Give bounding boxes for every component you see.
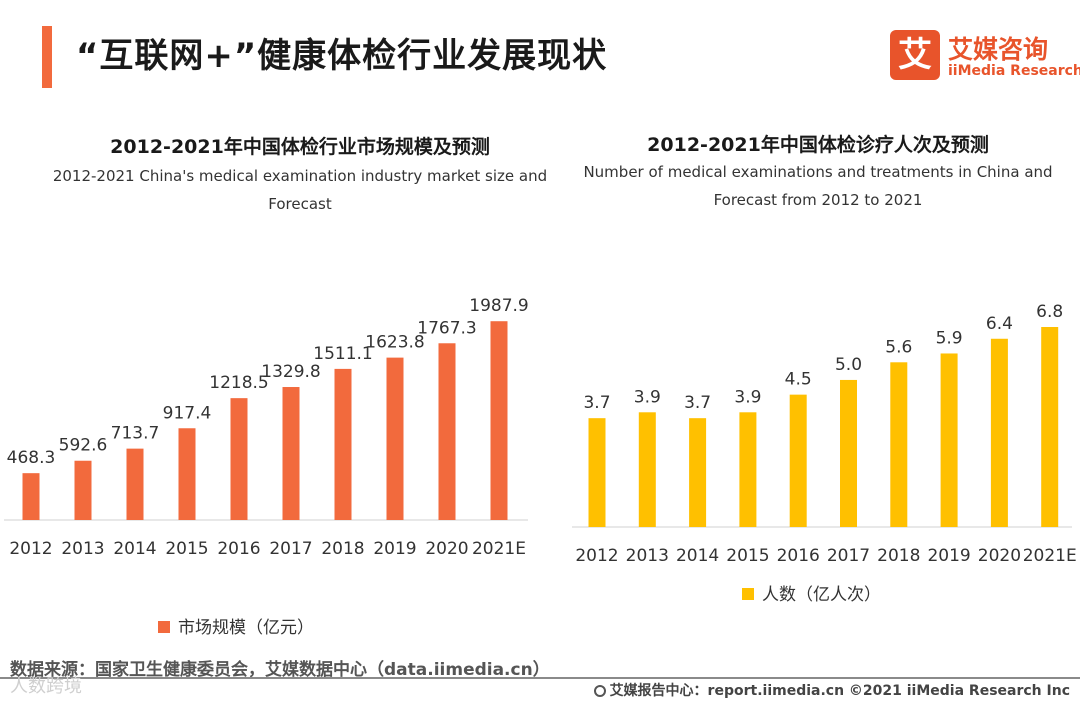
right-legend-label: 人数（亿人次） (762, 585, 881, 605)
bar (74, 460, 92, 520)
data-label: 6.4 (986, 314, 1013, 334)
data-label: 6.8 (1036, 302, 1063, 322)
x-tick-label: 2015 (726, 546, 769, 566)
left-chart-legend: 市场规模（亿元） (158, 613, 314, 638)
data-label: 1987.9 (469, 296, 528, 316)
left-legend-label: 市场规模（亿元） (178, 618, 314, 638)
bar (490, 321, 508, 520)
data-label: 1623.8 (365, 333, 424, 353)
x-tick-label: 2013 (61, 539, 104, 559)
data-label: 3.7 (684, 393, 711, 413)
data-label: 5.6 (885, 337, 912, 357)
brand-logo: 艾 艾媒咨询 iiMedia Research (890, 30, 1080, 82)
data-label: 917.4 (163, 403, 212, 423)
data-label: 3.7 (583, 393, 610, 413)
data-label: 5.9 (936, 328, 963, 348)
right-chart-title: 2012-2021年中国体检诊疗人次及预测 (647, 134, 989, 156)
watermark: 人数跨境 (10, 676, 82, 697)
x-tick-label: 2012 (575, 546, 618, 566)
bar (126, 448, 144, 520)
x-tick-label: 2016 (777, 546, 820, 566)
data-label: 468.3 (7, 448, 56, 468)
x-tick-label: 2019 (927, 546, 970, 566)
bar (890, 362, 908, 527)
data-source-note: 数据来源：国家卫生健康委员会，艾媒数据中心（data.iimedia.cn） (10, 660, 550, 680)
left-chart-subtitle-line-1: 2012-2021 China's medical examination in… (52, 167, 548, 185)
x-tick-label: 2021E (1023, 546, 1077, 566)
bar (940, 353, 958, 527)
left-chart-title: 2012-2021年中国体检行业市场规模及预测 (110, 136, 490, 158)
x-tick-label: 2015 (165, 539, 208, 559)
x-tick-label: 2018 (321, 539, 364, 559)
x-tick-label: 2017 (269, 539, 312, 559)
left-chart-subtitle-line-2: Forecast (268, 195, 332, 213)
right-chart-subtitle: Number of medical examinations and treat… (548, 158, 1080, 214)
footer-credit-text: 艾媒报告中心：report.iimedia.cn ©2021 iiMedia R… (609, 683, 1070, 699)
x-tick-label: 2021E (472, 539, 526, 559)
data-label: 5.0 (835, 355, 862, 375)
bar (840, 379, 857, 527)
bar (990, 338, 1008, 527)
data-label: 1329.8 (261, 362, 320, 382)
bar (178, 428, 196, 520)
x-tick-label: 2020 (425, 539, 468, 559)
x-tick-label: 2020 (978, 546, 1021, 566)
footer-credit: 艾媒报告中心：report.iimedia.cn ©2021 iiMedia R… (593, 680, 1070, 700)
left-legend-swatch (158, 621, 170, 633)
bar (282, 387, 300, 520)
x-tick-label: 2014 (113, 539, 156, 559)
x-tick-label: 2014 (676, 546, 719, 566)
brand-name-cn: 艾媒咨询 (948, 35, 1049, 64)
exam-count-bar-chart: 3.7 2012 3.9 2013 3.7 2014 3.9 2015 4.5 2016 5.0 20… (572, 302, 1077, 566)
title-accent-bar (42, 26, 52, 88)
x-tick-label: 2018 (877, 546, 920, 566)
brand-name-en: iiMedia Research (948, 63, 1080, 79)
data-label: 3.9 (634, 387, 661, 407)
data-label: 592.6 (59, 436, 108, 456)
data-label: 3.9 (734, 387, 761, 407)
data-label: 713.7 (111, 424, 160, 444)
footer-divider (0, 677, 1080, 679)
bar (689, 418, 707, 527)
right-chart-subtitle-line-2: Forecast from 2012 to 2021 (713, 191, 923, 209)
bar (789, 394, 807, 527)
right-chart-legend: 人数（亿人次） (742, 580, 881, 605)
brand-mark-icon: 艾 (890, 30, 940, 80)
market-size-bar-chart: 468.3 2012 592.6 2013 713.7 2014 917.4 2015 1218… (4, 296, 529, 559)
data-label: 1511.1 (313, 344, 372, 364)
data-label: 1767.3 (417, 318, 476, 338)
data-label: 1218.5 (209, 373, 268, 393)
data-label: 4.5 (785, 370, 812, 390)
bar (22, 473, 40, 520)
x-tick-label: 2017 (827, 546, 870, 566)
bar (386, 357, 404, 520)
x-tick-label: 2019 (373, 539, 416, 559)
globe-icon (593, 685, 606, 697)
bar (588, 418, 606, 527)
x-tick-label: 2013 (626, 546, 669, 566)
right-legend-swatch (742, 588, 754, 600)
bar (334, 368, 352, 520)
bar (638, 412, 656, 527)
bar (230, 398, 248, 520)
bar (438, 343, 456, 520)
left-chart-subtitle: 2012-2021 China's medical examination in… (30, 162, 570, 218)
page-title: “互联网+”健康体检行业发展现状 (76, 36, 608, 76)
x-tick-label: 2012 (9, 539, 52, 559)
x-tick-label: 2016 (217, 539, 260, 559)
bar (1041, 327, 1059, 527)
bar (739, 412, 757, 527)
right-chart-subtitle-line-1: Number of medical examinations and treat… (583, 163, 1053, 181)
